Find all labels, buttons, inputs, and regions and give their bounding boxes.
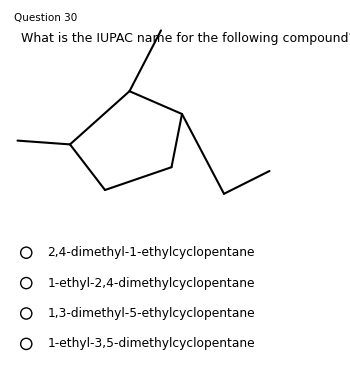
Text: 1,3-dimethyl-5-ethylcyclopentane: 1,3-dimethyl-5-ethylcyclopentane (47, 307, 255, 320)
Text: What is the IUPAC name for the following compound?: What is the IUPAC name for the following… (21, 32, 350, 45)
Text: Question 30: Question 30 (14, 13, 77, 23)
Text: 1-ethyl-2,4-dimethylcyclopentane: 1-ethyl-2,4-dimethylcyclopentane (47, 277, 255, 290)
Text: 1-ethyl-3,5-dimethylcyclopentane: 1-ethyl-3,5-dimethylcyclopentane (47, 337, 255, 350)
Text: 2,4-dimethyl-1-ethylcyclopentane: 2,4-dimethyl-1-ethylcyclopentane (47, 246, 255, 259)
